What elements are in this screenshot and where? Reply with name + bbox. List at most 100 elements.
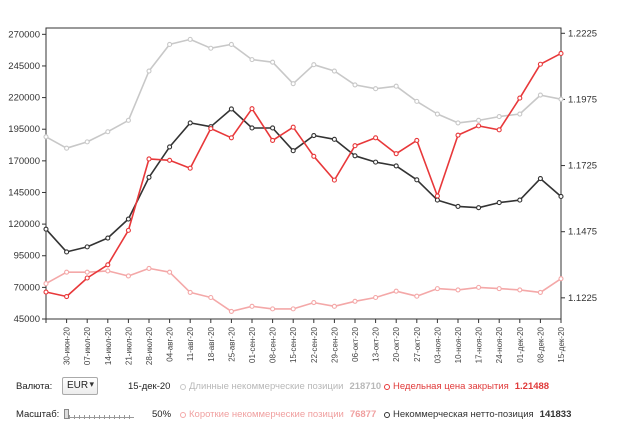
series-net-point [43,226,49,232]
series-long-point [84,139,90,145]
left-tick-label: 120000 [8,219,40,230]
right-tick-label: 1.1225 [568,293,597,304]
cot-chart: 45000 70000 95000 120000 145000 170000 195000 2… [8,27,597,365]
x-tick-label: 03-ноя-20 [433,326,442,363]
series-net-point [434,197,440,203]
series-net-point [187,120,193,126]
x-tick-label: 15-сен-20 [289,326,298,363]
x-tick-label: 29-сен-20 [330,326,339,363]
left-tick-label: 270000 [8,29,40,40]
series-close-point [517,95,523,101]
series-long [43,36,564,151]
series-long-point [455,120,461,126]
series-long-point [331,68,337,74]
series-short-point [558,276,564,282]
series-close-point [270,137,276,143]
series-net-point [167,144,173,150]
series-long-line [45,38,562,149]
x-tick-label: 21-июл-20 [124,326,133,365]
series-long-point [393,83,399,89]
x-tick-label: 11-авг-20 [186,326,195,361]
series-long-point [187,36,193,42]
x-tick-label: 08-дек-20 [536,326,545,362]
legend-net[interactable]: Некоммерческая нетто-позиция 141833 [384,409,571,420]
series-close [43,50,564,300]
series-long-point [105,129,111,135]
series-short-point [331,303,337,309]
chevron-down-icon: ▾ [89,379,94,389]
series-close-point [105,262,111,268]
scale-slider[interactable] [64,409,134,421]
series-net-point [228,106,234,112]
series-close-point [64,293,70,300]
series-short-point [517,287,523,293]
series-short-point [414,293,420,299]
x-tick-label: 24-ноя-20 [495,326,504,363]
legend-long[interactable]: Длинные некоммерческие позиции 218710 [180,381,381,392]
x-tick-label: 25-авг-20 [227,326,236,361]
series-long-point [352,82,358,88]
slider-thumb[interactable] [64,409,69,419]
series-net-point [517,197,523,203]
legend-short-label: Короткие некоммерческие позиции [189,409,344,420]
legend-net-marker-icon [384,412,390,418]
series-close-point [187,165,193,171]
series-short-point [393,288,399,294]
legend-close[interactable]: Недельная цена закрытия 1.21488 [384,381,549,392]
series-close-point [558,50,564,56]
right-tick-label: 1.1725 [568,161,597,172]
series-short-point [167,269,173,275]
x-tick-label: 20-окт-20 [392,326,401,361]
series-long-point [537,92,543,98]
legend-short-marker-icon [180,412,186,418]
right-tick-label: 1.1975 [568,94,597,105]
series-long-point [249,57,255,63]
currency-select[interactable]: EUR ▾ [62,377,98,395]
series-close-point [228,135,234,141]
x-tick-label: 30-июн-20 [63,326,72,365]
left-tick-label: 170000 [8,156,40,167]
x-tick-label: 06-окт-20 [351,326,360,361]
series-long-point [43,134,49,140]
series-net-point [476,205,482,211]
series-net-point [270,125,276,131]
series-long-point [64,145,70,151]
series-net-point [105,235,111,241]
series-long-point [476,117,482,123]
series-short-point [352,298,358,304]
left-axis: 45000 70000 95000 120000 145000 170000 195000 2… [8,29,46,325]
series-long-point [146,68,152,74]
series-long-point [290,81,296,87]
series-close-point [167,157,173,163]
series-short-point [146,265,152,271]
legend-short-value: 76877 [349,409,377,420]
controls-row-1: Валюта: EUR ▾ 15-дек-20 Длинные некоммер… [0,375,620,399]
series-short-point [64,269,70,275]
series-net-point [414,177,420,183]
series-long-point [373,86,379,92]
series-short [43,265,564,314]
legend-short[interactable]: Короткие некоммерческие позиции 76877 [180,409,376,420]
series-short-point [496,286,502,292]
x-tick-label: 28-июл-20 [145,326,154,365]
series-close-point [373,135,379,141]
legend-close-value: 1.21488 [514,381,550,392]
series-short-point [476,284,482,290]
x-tick-label: 01-дек-20 [516,326,525,362]
series-net-point [496,200,502,206]
series-long-point [311,62,317,68]
series-long-point [434,111,440,117]
series-short-point [270,306,276,312]
series-short-point [105,268,111,274]
series-close-point [290,124,296,130]
series-short-point [311,300,317,306]
x-axis: 30-июн-20 07-июл-20 14-июл-20 21-июл-20 28-и… [45,319,566,365]
series-short-point [208,294,214,301]
series-short-point [125,273,131,279]
x-tick-label: 22-сен-20 [310,326,319,363]
series-close-point [84,275,90,281]
series-layer [43,36,564,314]
right-tick-label: 1.2225 [568,28,597,39]
series-net-point [64,249,70,255]
series-short-point [249,303,255,309]
